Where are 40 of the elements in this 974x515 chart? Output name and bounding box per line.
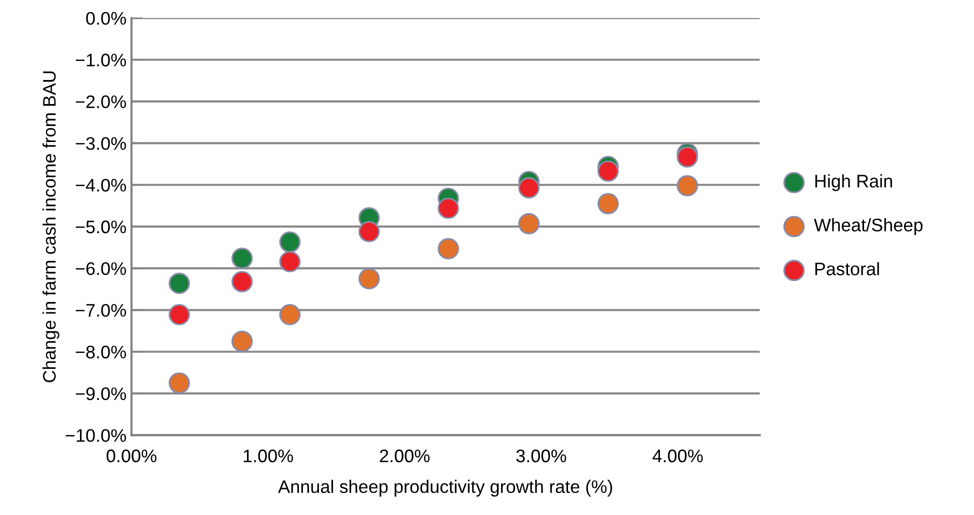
y-axis-title: Change in farm cash income from BAU — [42, 71, 60, 382]
point — [168, 272, 190, 294]
point — [279, 231, 301, 253]
x-tick-label: 4.00% — [652, 450, 703, 462]
point — [231, 248, 253, 269]
y-tick-label: −1.0% — [76, 54, 126, 66]
x-tick-label: 2.00% — [380, 450, 430, 462]
y-tick-label: 0.0% — [86, 12, 126, 25]
point — [676, 146, 698, 168]
point — [518, 213, 540, 234]
point — [358, 268, 380, 290]
y-tick-label: −8.0% — [76, 346, 126, 358]
y-tick-label: −6.0% — [76, 262, 126, 276]
point — [279, 304, 301, 326]
point — [597, 193, 619, 214]
x-axis-title: Annual sheep productivity growth rate (%) — [278, 480, 612, 497]
y-tick-label: −9.0% — [76, 387, 126, 400]
point — [518, 177, 540, 198]
y-tick-label: −2.0% — [76, 95, 126, 108]
point — [438, 198, 459, 219]
x-tick-label: 3.00% — [516, 450, 566, 462]
point — [231, 271, 253, 292]
legend-label: Wheat/Sheep — [814, 218, 923, 236]
y-tick-label: −7.0% — [76, 304, 126, 317]
y-tick-label: −4.0% — [76, 178, 126, 192]
y-tick-label: −3.0% — [76, 137, 126, 150]
point — [358, 220, 380, 242]
y-tick-label: −10.0% — [66, 429, 126, 442]
x-tick-label: 0.00% — [106, 450, 156, 462]
point — [231, 330, 253, 352]
point — [168, 372, 190, 394]
legend-label: Pastoral — [815, 262, 879, 276]
point — [438, 238, 459, 260]
x-tick-label: 1.00% — [244, 450, 294, 462]
y-tick-label: −5.0% — [76, 220, 126, 234]
point — [676, 175, 698, 196]
point — [168, 304, 190, 326]
legend-label: High Rain — [815, 174, 892, 192]
point — [279, 250, 301, 272]
point — [597, 160, 619, 182]
